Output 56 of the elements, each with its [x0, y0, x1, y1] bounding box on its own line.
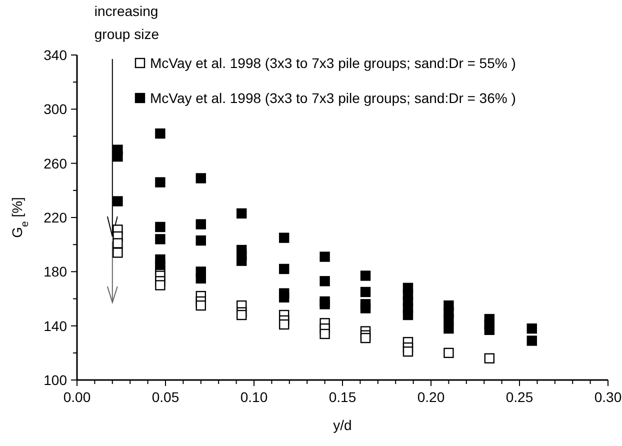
y-tick-label: 220 — [44, 210, 68, 226]
annotation: increasing group size — [94, 3, 160, 42]
point — [155, 128, 166, 139]
point — [444, 348, 454, 358]
y-tick-label: 300 — [44, 101, 68, 118]
legend-label: McVay et al. 1998 (3x3 to 7x3 pile groups; sand:Dr = 36% ) — [150, 90, 516, 106]
point — [484, 353, 495, 364]
y-tick-label: 340 — [44, 47, 68, 63]
point — [402, 310, 414, 320]
y-tick-label: 100 — [44, 372, 68, 388]
x-tick-label: 0.05 — [152, 389, 180, 405]
point — [196, 173, 206, 184]
point — [112, 151, 123, 162]
point — [320, 252, 330, 262]
point — [320, 299, 330, 310]
point — [360, 332, 371, 344]
point — [360, 286, 371, 298]
y-tick-label: 180 — [44, 264, 68, 280]
point — [360, 270, 371, 281]
point — [278, 319, 290, 330]
point — [155, 177, 166, 188]
point — [155, 234, 166, 244]
point — [112, 248, 123, 258]
point — [196, 235, 206, 246]
x-tick-label: 0.20 — [417, 389, 445, 405]
point — [155, 260, 166, 270]
point — [155, 280, 166, 290]
legend-label: McVay et al. 1998 (3x3 to 7x3 pile groups; sand:Dr = 55% ) — [150, 55, 516, 71]
point — [236, 310, 247, 320]
point — [526, 336, 537, 346]
x-tick-label: 0.15 — [328, 389, 356, 405]
point — [484, 324, 495, 335]
point — [236, 208, 247, 219]
point — [112, 238, 123, 248]
point — [320, 276, 330, 286]
y-tick-label: 260 — [44, 155, 68, 172]
point — [278, 264, 290, 274]
x-tick-label: 0.30 — [594, 389, 622, 405]
y-tick-label: 140 — [44, 318, 68, 334]
point — [112, 196, 123, 206]
point — [402, 346, 414, 357]
x-tick-label: 0.00 — [63, 389, 91, 405]
x-axis-title: y/d — [333, 417, 352, 433]
point — [196, 300, 206, 311]
point — [526, 323, 537, 334]
point — [196, 273, 206, 284]
point — [196, 219, 206, 230]
point — [236, 256, 247, 266]
x-tick-label: 0.25 — [506, 389, 534, 405]
x-tick-label: 0.10 — [240, 389, 268, 405]
point — [444, 323, 454, 334]
point — [278, 292, 290, 302]
point — [155, 222, 166, 232]
point — [278, 232, 290, 243]
point — [320, 328, 330, 340]
point — [360, 303, 371, 314]
